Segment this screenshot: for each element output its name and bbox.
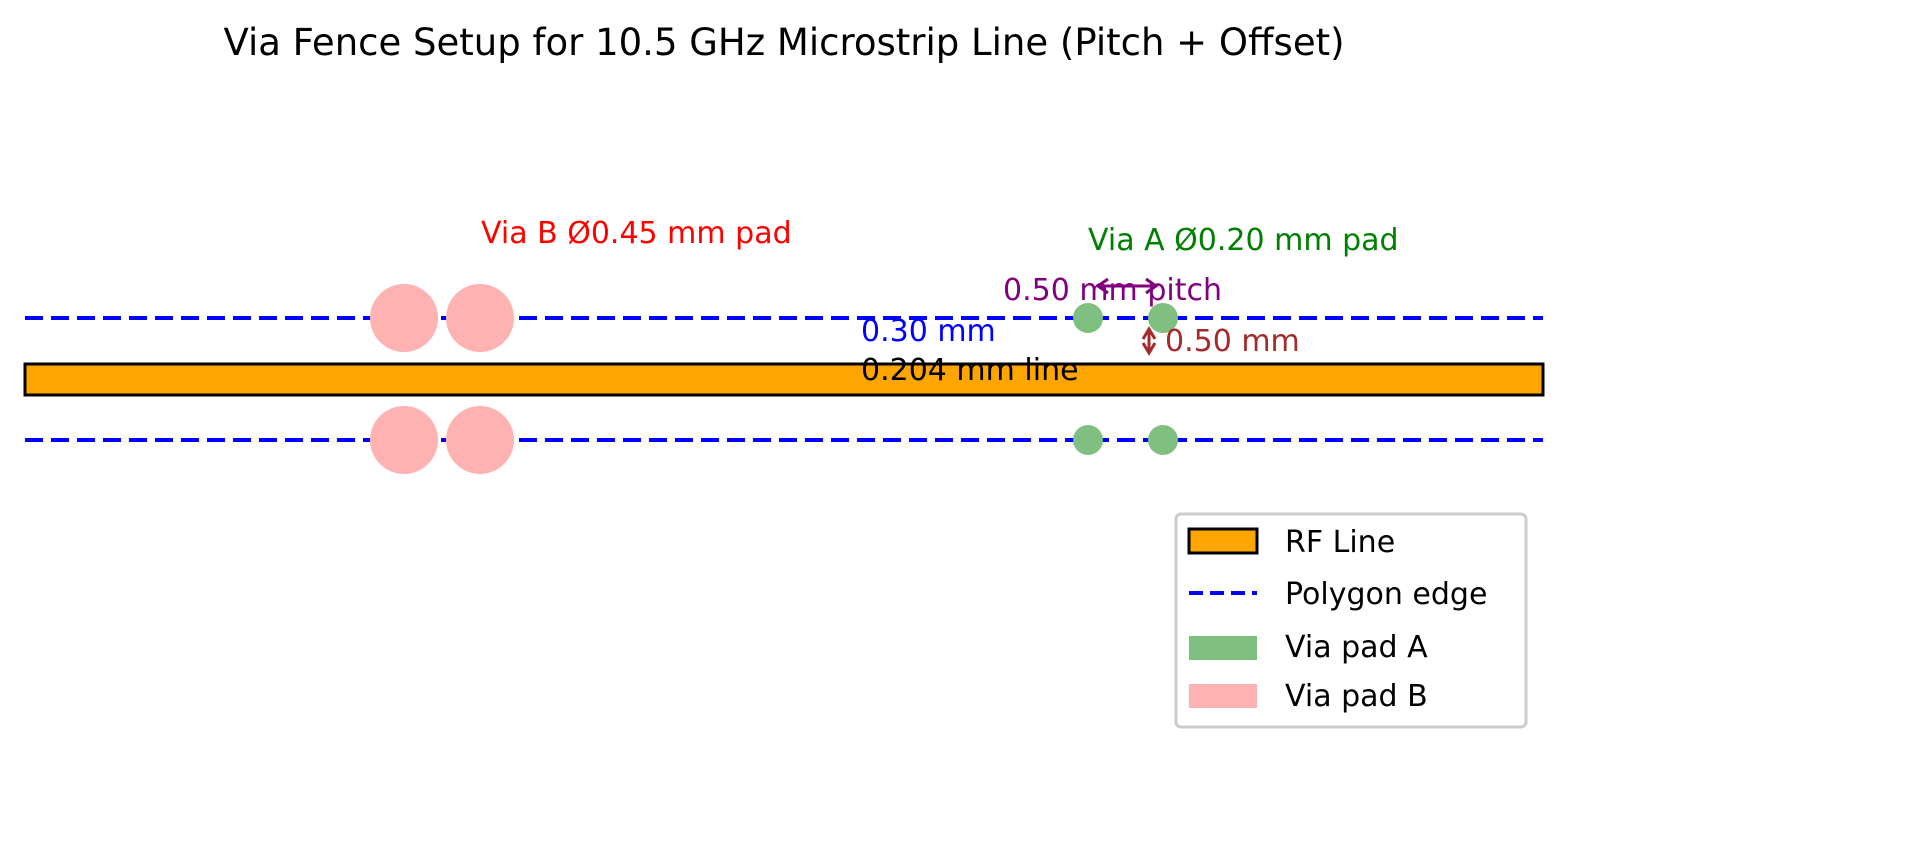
diagram-title: Via Fence Setup for 10.5 GHz Microstrip … [223,21,1344,64]
spacing-label: 0.30 mm [861,314,996,349]
legend-swatch-via-a [1189,636,1257,660]
rf-line [23,362,1545,397]
via-a-pad [1148,303,1178,333]
via-b-pad [370,406,438,474]
via-a-pad [1148,425,1178,455]
legend-swatch-rf-line [1187,527,1259,555]
legend-swatch-via-b [1189,684,1257,708]
legend-label-via-b: Via pad B [1285,679,1428,714]
legend-box [1174,512,1528,729]
offset-arrow [1141,326,1157,356]
via-b-label: Via B Ø0.45 mm pad [481,216,792,251]
via-b-pad [446,406,514,474]
via-a-pad [1073,303,1103,333]
line-width-label: 0.204 mm line [861,353,1079,388]
via-a-label: Via A Ø0.20 mm pad [1088,223,1399,258]
legend: RF Line Polygon edge Via pad A Via pad B [1174,512,1528,729]
legend-label-polygon-edge: Polygon edge [1285,577,1487,612]
via-b-pad [370,284,438,352]
legend-label-via-a: Via pad A [1285,630,1428,665]
via-a-pad [1073,425,1103,455]
legend-label-rf-line: RF Line [1285,525,1395,560]
offset-label: 0.50 mm [1165,324,1300,359]
via-b-pad [446,284,514,352]
pitch-label: 0.50 mm pitch [1003,273,1222,308]
pitch-arrow [1095,277,1159,295]
